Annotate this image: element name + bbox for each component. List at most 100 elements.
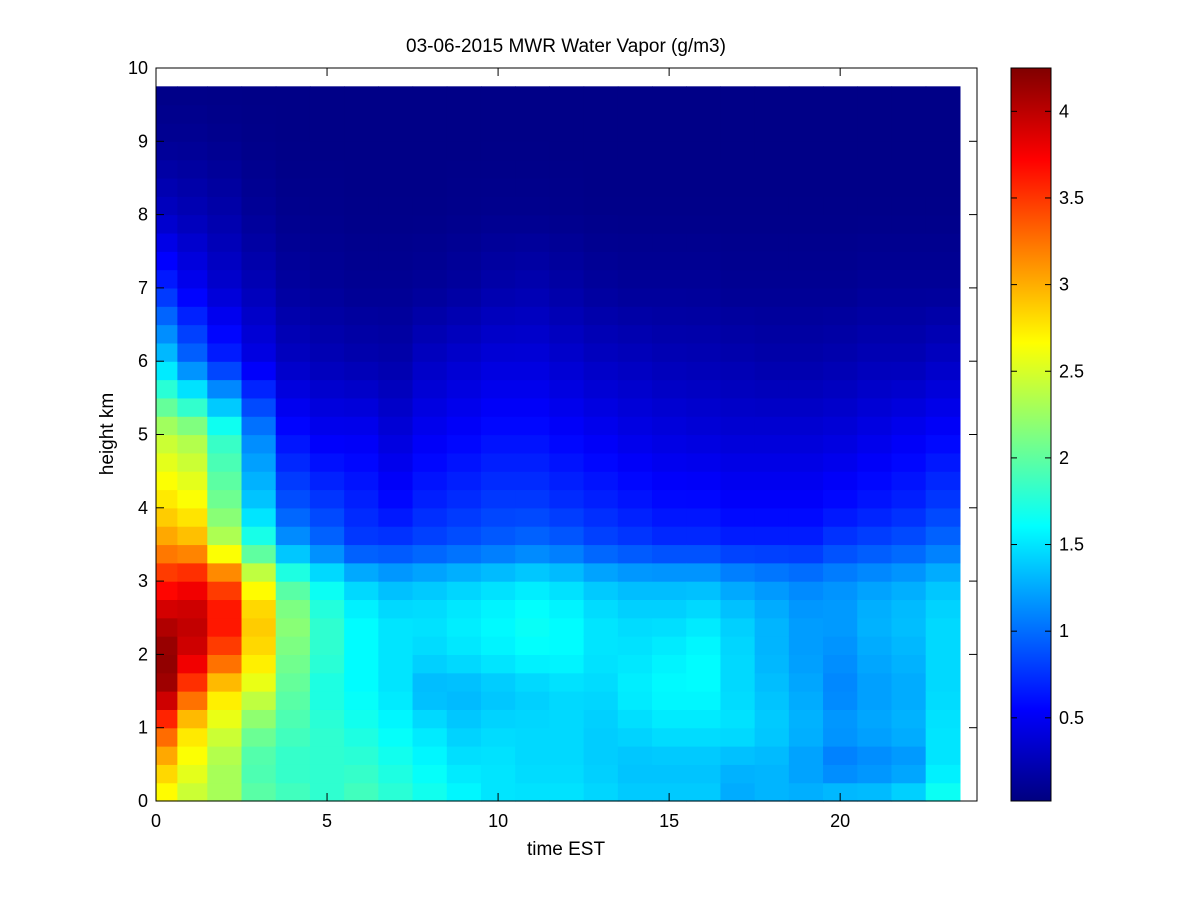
heatmap-cell: [241, 672, 277, 692]
heatmap-cell: [720, 141, 756, 161]
heatmap-cell: [925, 764, 961, 784]
heatmap-cell: [344, 361, 379, 381]
heatmap-cell: [378, 361, 414, 381]
heatmap-cell: [207, 342, 243, 362]
heatmap-cell: [652, 379, 687, 399]
heatmap-cell: [275, 416, 311, 436]
heatmap-cell: [275, 177, 311, 197]
heatmap-cell: [241, 691, 277, 710]
heatmap-cell: [617, 306, 653, 326]
heatmap-cell: [823, 287, 858, 307]
heatmap-cell: [275, 251, 311, 271]
heatmap-cell: [156, 86, 178, 106]
heatmap-cell: [788, 306, 824, 326]
heatmap-cell: [412, 562, 448, 582]
heatmap-cell: [823, 544, 858, 564]
heatmap-cell: [480, 691, 516, 710]
heatmap-cell: [344, 452, 379, 472]
heatmap-cell: [378, 782, 414, 802]
heatmap-cell: [617, 709, 653, 729]
heatmap-cell: [378, 434, 414, 454]
heatmap-cell: [652, 782, 687, 802]
heatmap-cell: [549, 581, 585, 601]
heatmap-cell: [754, 471, 790, 491]
heatmap-cell: [412, 654, 448, 674]
heatmap-cell: [207, 654, 243, 674]
heatmap-cell: [617, 159, 653, 179]
heatmap-cell: [241, 746, 277, 765]
heatmap-cell: [344, 342, 379, 362]
heatmap-cell: [275, 86, 311, 106]
y-tick-label: 10: [128, 58, 148, 78]
heatmap-cell: [857, 86, 893, 106]
heatmap-cell: [891, 397, 927, 417]
heatmap-cell: [823, 599, 858, 619]
heatmap-cell: [480, 104, 516, 124]
heatmap-cell: [309, 764, 345, 784]
heatmap-cell: [156, 397, 178, 417]
heatmap-cell: [241, 196, 277, 216]
heatmap-cell: [823, 379, 858, 399]
heatmap-cell: [412, 764, 448, 784]
heatmap-cell: [823, 617, 858, 637]
heatmap-cell: [207, 214, 243, 234]
heatmap-cell: [515, 159, 550, 179]
heatmap-cell: [925, 672, 961, 692]
heatmap-cell: [583, 746, 619, 765]
heatmap-cell: [686, 141, 722, 161]
heatmap-cell: [412, 727, 448, 747]
heatmap-cell: [549, 654, 585, 674]
heatmap-cell: [857, 709, 893, 729]
heatmap-cell: [446, 452, 482, 472]
heatmap-cell: [823, 764, 858, 784]
heatmap-cell: [617, 434, 653, 454]
heatmap-cell: [156, 141, 178, 161]
heatmap-cell: [754, 379, 790, 399]
heatmap-cell: [925, 452, 961, 472]
heatmap-cell: [515, 214, 550, 234]
heatmap-cell: [156, 122, 178, 142]
heatmap-cell: [241, 581, 277, 601]
heatmap-cell: [344, 122, 379, 142]
heatmap-cell: [891, 489, 927, 509]
heatmap-cell: [515, 342, 550, 362]
colorbar-tick-label: 1: [1059, 621, 1069, 641]
heatmap-cell: [344, 562, 379, 582]
heatmap-cell: [754, 86, 790, 106]
heatmap-cell: [412, 782, 448, 802]
heatmap-cell: [446, 617, 482, 637]
heatmap-cell: [156, 526, 178, 546]
y-tick-label: 9: [138, 131, 148, 151]
heatmap-cell: [177, 526, 208, 546]
heatmap-cell: [617, 544, 653, 564]
heatmap-cell: [378, 177, 414, 197]
heatmap-cell: [788, 654, 824, 674]
heatmap-cell: [177, 764, 208, 784]
heatmap-cell: [891, 214, 927, 234]
heatmap-cell: [378, 397, 414, 417]
heatmap-cell: [446, 214, 482, 234]
heatmap-cell: [583, 159, 619, 179]
heatmap-cell: [720, 709, 756, 729]
heatmap-cell: [241, 452, 277, 472]
heatmap-cell: [515, 599, 550, 619]
heatmap-cell: [652, 581, 687, 601]
heatmap-cell: [378, 636, 414, 655]
heatmap-cell: [686, 342, 722, 362]
heatmap-cell: [344, 617, 379, 637]
heatmap-cell: [617, 361, 653, 381]
heatmap-cell: [549, 159, 585, 179]
heatmap-cell: [241, 342, 277, 362]
heatmap-cell: [754, 361, 790, 381]
heatmap-cell: [925, 159, 961, 179]
heatmap-cell: [925, 214, 961, 234]
heatmap-cell: [156, 159, 178, 179]
heatmap-cell: [207, 104, 243, 124]
heatmap-cell: [857, 397, 893, 417]
heatmap-cell: [446, 379, 482, 399]
heatmap-cell: [412, 691, 448, 710]
heatmap-cell: [344, 86, 379, 106]
heatmap-cell: [720, 196, 756, 216]
heatmap-cell: [857, 232, 893, 252]
heatmap-cell: [344, 471, 379, 491]
